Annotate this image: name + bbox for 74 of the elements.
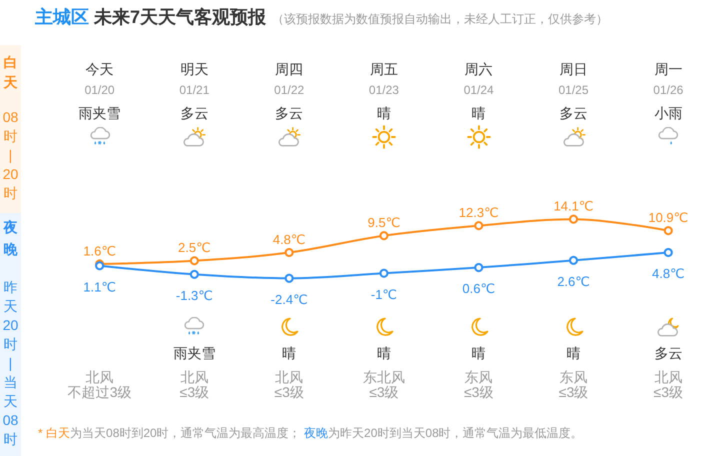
text: 昨天20时|当天08时	[2, 279, 18, 447]
text: 08时|20时	[2, 108, 20, 203]
text: ≤3级	[274, 384, 304, 400]
data-label: 14.1℃	[554, 198, 594, 214]
point	[569, 256, 578, 265]
chart-title: 主城区 未来7天天气客观预报	[35, 7, 266, 27]
point	[379, 231, 388, 240]
point	[664, 248, 673, 258]
x-tick-label: 周日	[560, 61, 588, 77]
data-label: 12.3℃	[458, 205, 499, 220]
x-tick-label: 周六	[464, 61, 493, 77]
text: 01/22	[274, 82, 304, 98]
data-label: 1.1℃	[83, 279, 116, 294]
text: 01/21	[179, 82, 210, 98]
text: ≤3级	[464, 384, 494, 400]
data-label: 4.8℃	[272, 232, 306, 248]
point	[474, 263, 484, 272]
point	[569, 214, 578, 224]
point	[474, 221, 484, 230]
text: 晴	[566, 344, 581, 360]
text: 白天	[2, 53, 18, 92]
data-label: 0.6℃	[462, 281, 496, 296]
text: ≤3级	[369, 384, 399, 400]
text: ≤3级	[654, 384, 684, 400]
x-tick-label: 今天	[86, 61, 114, 77]
point	[190, 256, 199, 266]
text: 晴	[376, 104, 391, 120]
text: 01/23	[368, 82, 399, 98]
text: 晴	[376, 344, 391, 360]
text: 晴	[472, 344, 486, 360]
point	[284, 274, 294, 283]
text: ≤3级	[558, 384, 588, 400]
text: 01/26	[653, 82, 684, 98]
x-tick-label: 周五	[370, 61, 398, 77]
data-label: 1.6℃	[83, 243, 116, 258]
data-label: 4.8℃	[652, 266, 685, 282]
data-label: 2.6℃	[557, 274, 590, 289]
text: 多云	[560, 104, 588, 120]
text: 东北风	[362, 368, 405, 385]
data-label: -1℃	[370, 286, 398, 302]
text: ≤3级	[180, 384, 210, 400]
point	[190, 270, 199, 279]
point	[379, 268, 388, 278]
text: 雨夹雪	[173, 344, 216, 360]
text: 夜晚	[2, 218, 18, 259]
text: 晴	[282, 344, 296, 360]
text: 多云	[654, 344, 682, 360]
text: 多云	[180, 104, 208, 120]
text: 北风	[654, 368, 682, 385]
text: 北风	[180, 368, 208, 385]
text: * 白天为当天08时到20时，通常气温为最高温度； 夜晚为昨天20时到当天08时，通常气温为最低温度。	[38, 426, 583, 440]
text: 不超过3级	[68, 384, 132, 400]
data-label: 10.9℃	[648, 210, 688, 226]
data-label: 2.5℃	[178, 240, 211, 256]
text: 北风	[275, 368, 304, 385]
text: 01/25	[558, 82, 589, 98]
data-label: -1.3℃	[176, 288, 213, 303]
text: 01/24	[464, 82, 494, 98]
text: 小雨	[654, 104, 682, 120]
point	[284, 248, 294, 258]
text: 北风	[86, 368, 114, 385]
text: 晴	[472, 104, 486, 120]
text: 多云	[275, 104, 304, 120]
text: 东风	[560, 368, 588, 385]
chart-subtitle: （该预报数据为数值预报自动输出，未经人工订正，仅供参考）	[272, 12, 608, 26]
data-label: 9.5℃	[368, 215, 400, 230]
x-tick-label: 周一	[654, 61, 682, 77]
text: 01/20	[84, 82, 115, 98]
x-tick-label: 明天	[180, 61, 208, 77]
point	[664, 226, 673, 236]
data-label: -2.4℃	[270, 292, 308, 307]
text: 东风	[464, 368, 493, 385]
x-tick-label: 周四	[275, 61, 304, 77]
text: 雨夹雪	[78, 104, 121, 120]
